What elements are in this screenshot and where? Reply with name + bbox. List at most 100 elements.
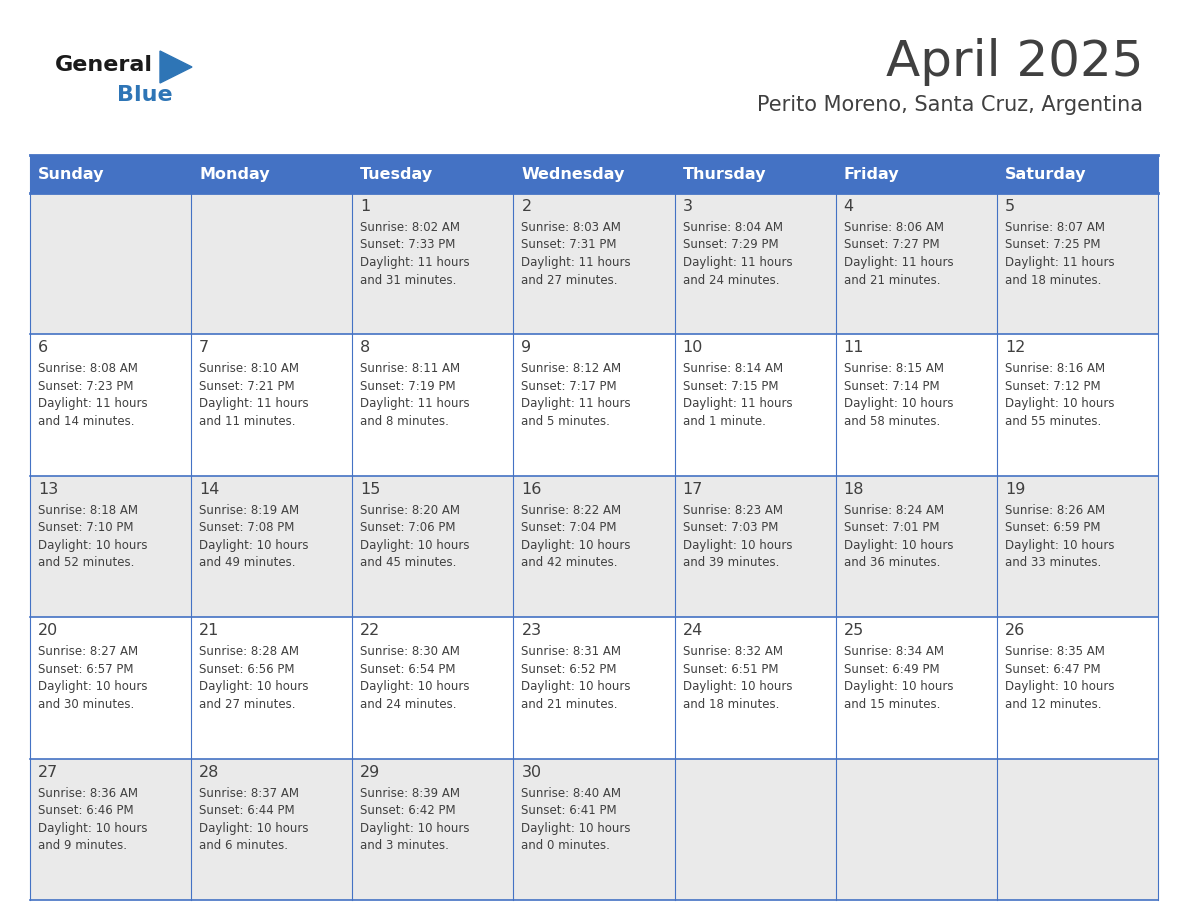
Text: Sunday: Sunday: [38, 166, 105, 182]
Bar: [513, 334, 675, 476]
Text: 24: 24: [683, 623, 703, 638]
Bar: [835, 476, 997, 617]
Text: 17: 17: [683, 482, 703, 497]
Text: General: General: [55, 55, 153, 75]
Text: Sunrise: 8:32 AM
Sunset: 6:51 PM
Daylight: 10 hours
and 18 minutes.: Sunrise: 8:32 AM Sunset: 6:51 PM Dayligh…: [683, 645, 792, 711]
Bar: [675, 155, 835, 193]
Text: 21: 21: [200, 623, 220, 638]
Text: 5: 5: [1005, 199, 1015, 214]
Text: 12: 12: [1005, 341, 1025, 355]
Bar: [835, 758, 997, 900]
Bar: [513, 193, 675, 334]
Bar: [513, 155, 675, 193]
Bar: [191, 155, 353, 193]
Bar: [997, 476, 1158, 617]
Text: 25: 25: [843, 623, 864, 638]
Text: 8: 8: [360, 341, 371, 355]
Text: 30: 30: [522, 765, 542, 779]
Text: 7: 7: [200, 341, 209, 355]
Bar: [675, 758, 835, 900]
Text: Saturday: Saturday: [1005, 166, 1086, 182]
Bar: [997, 758, 1158, 900]
Bar: [835, 155, 997, 193]
Text: 26: 26: [1005, 623, 1025, 638]
Text: Sunrise: 8:30 AM
Sunset: 6:54 PM
Daylight: 10 hours
and 24 minutes.: Sunrise: 8:30 AM Sunset: 6:54 PM Dayligh…: [360, 645, 469, 711]
Text: 22: 22: [360, 623, 380, 638]
Text: 23: 23: [522, 623, 542, 638]
Text: 19: 19: [1005, 482, 1025, 497]
Text: Sunrise: 8:03 AM
Sunset: 7:31 PM
Daylight: 11 hours
and 27 minutes.: Sunrise: 8:03 AM Sunset: 7:31 PM Dayligh…: [522, 221, 631, 286]
Polygon shape: [160, 51, 192, 83]
Text: 18: 18: [843, 482, 864, 497]
Bar: [191, 193, 353, 334]
Bar: [835, 193, 997, 334]
Bar: [997, 193, 1158, 334]
Text: 13: 13: [38, 482, 58, 497]
Text: 10: 10: [683, 341, 703, 355]
Text: 2: 2: [522, 199, 531, 214]
Text: Sunrise: 8:22 AM
Sunset: 7:04 PM
Daylight: 10 hours
and 42 minutes.: Sunrise: 8:22 AM Sunset: 7:04 PM Dayligh…: [522, 504, 631, 569]
Text: Sunrise: 8:28 AM
Sunset: 6:56 PM
Daylight: 10 hours
and 27 minutes.: Sunrise: 8:28 AM Sunset: 6:56 PM Dayligh…: [200, 645, 309, 711]
Text: Perito Moreno, Santa Cruz, Argentina: Perito Moreno, Santa Cruz, Argentina: [757, 95, 1143, 115]
Bar: [835, 617, 997, 758]
Bar: [191, 476, 353, 617]
Bar: [997, 334, 1158, 476]
Text: Friday: Friday: [843, 166, 899, 182]
Text: 27: 27: [38, 765, 58, 779]
Text: April 2025: April 2025: [885, 38, 1143, 86]
Bar: [513, 617, 675, 758]
Text: Sunrise: 8:26 AM
Sunset: 6:59 PM
Daylight: 10 hours
and 33 minutes.: Sunrise: 8:26 AM Sunset: 6:59 PM Dayligh…: [1005, 504, 1114, 569]
Text: 9: 9: [522, 341, 531, 355]
Text: Sunrise: 8:36 AM
Sunset: 6:46 PM
Daylight: 10 hours
and 9 minutes.: Sunrise: 8:36 AM Sunset: 6:46 PM Dayligh…: [38, 787, 147, 852]
Text: 29: 29: [360, 765, 380, 779]
Text: 4: 4: [843, 199, 854, 214]
Text: Sunrise: 8:14 AM
Sunset: 7:15 PM
Daylight: 11 hours
and 1 minute.: Sunrise: 8:14 AM Sunset: 7:15 PM Dayligh…: [683, 363, 792, 428]
Text: Sunrise: 8:39 AM
Sunset: 6:42 PM
Daylight: 10 hours
and 3 minutes.: Sunrise: 8:39 AM Sunset: 6:42 PM Dayligh…: [360, 787, 469, 852]
Text: Sunrise: 8:06 AM
Sunset: 7:27 PM
Daylight: 11 hours
and 21 minutes.: Sunrise: 8:06 AM Sunset: 7:27 PM Dayligh…: [843, 221, 953, 286]
Text: Sunrise: 8:16 AM
Sunset: 7:12 PM
Daylight: 10 hours
and 55 minutes.: Sunrise: 8:16 AM Sunset: 7:12 PM Dayligh…: [1005, 363, 1114, 428]
Text: Sunrise: 8:20 AM
Sunset: 7:06 PM
Daylight: 10 hours
and 45 minutes.: Sunrise: 8:20 AM Sunset: 7:06 PM Dayligh…: [360, 504, 469, 569]
Bar: [30, 155, 191, 193]
Bar: [30, 476, 191, 617]
Text: Sunrise: 8:07 AM
Sunset: 7:25 PM
Daylight: 11 hours
and 18 minutes.: Sunrise: 8:07 AM Sunset: 7:25 PM Dayligh…: [1005, 221, 1114, 286]
Bar: [675, 193, 835, 334]
Bar: [191, 334, 353, 476]
Bar: [353, 758, 513, 900]
Bar: [513, 758, 675, 900]
Bar: [675, 476, 835, 617]
Text: 20: 20: [38, 623, 58, 638]
Bar: [191, 617, 353, 758]
Text: Sunrise: 8:18 AM
Sunset: 7:10 PM
Daylight: 10 hours
and 52 minutes.: Sunrise: 8:18 AM Sunset: 7:10 PM Dayligh…: [38, 504, 147, 569]
Text: 1: 1: [360, 199, 371, 214]
Bar: [30, 193, 191, 334]
Bar: [997, 155, 1158, 193]
Text: Sunrise: 8:11 AM
Sunset: 7:19 PM
Daylight: 11 hours
and 8 minutes.: Sunrise: 8:11 AM Sunset: 7:19 PM Dayligh…: [360, 363, 470, 428]
Text: Sunrise: 8:37 AM
Sunset: 6:44 PM
Daylight: 10 hours
and 6 minutes.: Sunrise: 8:37 AM Sunset: 6:44 PM Dayligh…: [200, 787, 309, 852]
Text: Sunrise: 8:02 AM
Sunset: 7:33 PM
Daylight: 11 hours
and 31 minutes.: Sunrise: 8:02 AM Sunset: 7:33 PM Dayligh…: [360, 221, 470, 286]
Text: Sunrise: 8:12 AM
Sunset: 7:17 PM
Daylight: 11 hours
and 5 minutes.: Sunrise: 8:12 AM Sunset: 7:17 PM Dayligh…: [522, 363, 631, 428]
Bar: [675, 334, 835, 476]
Text: Blue: Blue: [116, 85, 172, 105]
Text: Sunrise: 8:35 AM
Sunset: 6:47 PM
Daylight: 10 hours
and 12 minutes.: Sunrise: 8:35 AM Sunset: 6:47 PM Dayligh…: [1005, 645, 1114, 711]
Text: Sunrise: 8:10 AM
Sunset: 7:21 PM
Daylight: 11 hours
and 11 minutes.: Sunrise: 8:10 AM Sunset: 7:21 PM Dayligh…: [200, 363, 309, 428]
Text: Sunrise: 8:23 AM
Sunset: 7:03 PM
Daylight: 10 hours
and 39 minutes.: Sunrise: 8:23 AM Sunset: 7:03 PM Dayligh…: [683, 504, 792, 569]
Text: Sunrise: 8:40 AM
Sunset: 6:41 PM
Daylight: 10 hours
and 0 minutes.: Sunrise: 8:40 AM Sunset: 6:41 PM Dayligh…: [522, 787, 631, 852]
Text: Sunrise: 8:24 AM
Sunset: 7:01 PM
Daylight: 10 hours
and 36 minutes.: Sunrise: 8:24 AM Sunset: 7:01 PM Dayligh…: [843, 504, 953, 569]
Bar: [30, 758, 191, 900]
Bar: [997, 617, 1158, 758]
Bar: [513, 476, 675, 617]
Bar: [835, 334, 997, 476]
Bar: [353, 155, 513, 193]
Text: Thursday: Thursday: [683, 166, 766, 182]
Bar: [353, 193, 513, 334]
Text: Monday: Monday: [200, 166, 270, 182]
Bar: [30, 617, 191, 758]
Text: Sunrise: 8:04 AM
Sunset: 7:29 PM
Daylight: 11 hours
and 24 minutes.: Sunrise: 8:04 AM Sunset: 7:29 PM Dayligh…: [683, 221, 792, 286]
Text: Wednesday: Wednesday: [522, 166, 625, 182]
Bar: [353, 617, 513, 758]
Text: Sunrise: 8:34 AM
Sunset: 6:49 PM
Daylight: 10 hours
and 15 minutes.: Sunrise: 8:34 AM Sunset: 6:49 PM Dayligh…: [843, 645, 953, 711]
Bar: [353, 334, 513, 476]
Text: 3: 3: [683, 199, 693, 214]
Bar: [353, 476, 513, 617]
Text: 28: 28: [200, 765, 220, 779]
